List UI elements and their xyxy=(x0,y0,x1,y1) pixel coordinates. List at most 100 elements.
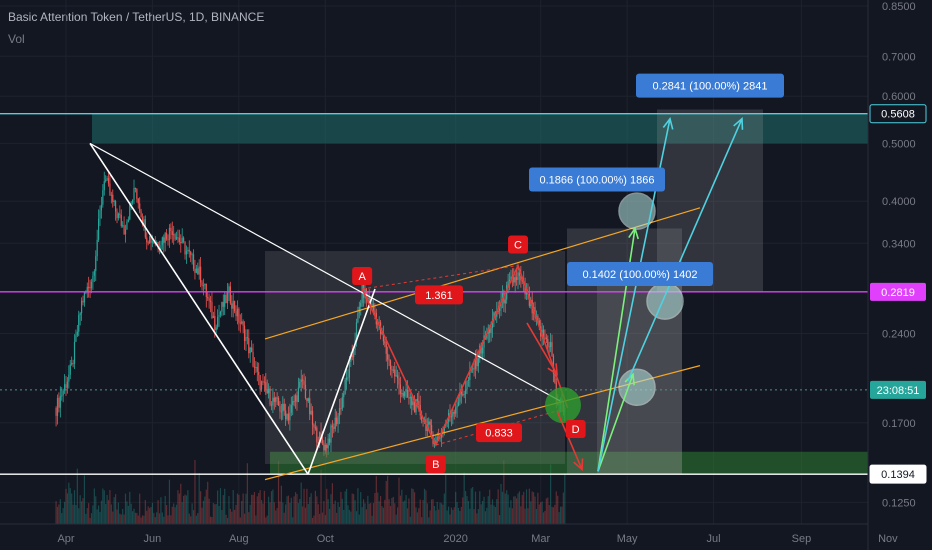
volume-bar xyxy=(381,506,383,524)
candle-body xyxy=(140,211,142,218)
candle-body xyxy=(466,380,468,390)
candle-body xyxy=(537,316,539,321)
volume-bar xyxy=(330,494,332,524)
volume-bar xyxy=(251,494,253,524)
volume-bar xyxy=(183,495,185,524)
volume-bar xyxy=(63,501,66,524)
time-tick-label: Aug xyxy=(229,533,249,545)
candle-body xyxy=(268,388,270,394)
candle-body xyxy=(215,327,217,331)
candle-body xyxy=(406,390,409,398)
candle-body xyxy=(243,325,246,342)
candle-body xyxy=(89,287,91,289)
candle-body xyxy=(372,303,375,311)
volume-bar xyxy=(447,506,450,524)
volume-bar xyxy=(464,491,467,524)
candle-body xyxy=(544,337,546,339)
volume-bar xyxy=(119,513,121,524)
volume-bar xyxy=(272,489,274,524)
candle-body xyxy=(550,342,552,348)
candle-body xyxy=(238,308,240,323)
ratio-label xyxy=(476,423,522,443)
volume-bar xyxy=(96,509,98,524)
resistance-zone xyxy=(92,113,868,144)
volume-bar xyxy=(344,491,346,524)
candle-body xyxy=(63,384,66,391)
volume-bar xyxy=(153,512,155,524)
volume-bar xyxy=(171,506,173,524)
candle-body xyxy=(314,427,316,429)
volume-bar xyxy=(452,509,454,524)
candle-body xyxy=(327,438,329,449)
candle-body xyxy=(331,425,333,428)
candle-body xyxy=(188,249,190,252)
volume-bar xyxy=(126,501,128,524)
candle-body xyxy=(200,266,202,283)
volume-bar xyxy=(275,510,277,524)
candle-body xyxy=(491,318,494,328)
candle-body xyxy=(452,412,454,417)
volume-bar xyxy=(86,508,88,524)
candle-body xyxy=(350,354,352,362)
candle-body xyxy=(225,294,227,304)
volume-bar xyxy=(144,500,146,524)
arrow-head xyxy=(628,226,640,240)
time-tick-label: Jul xyxy=(707,533,721,545)
candle-body xyxy=(309,398,311,415)
volume-bar xyxy=(391,497,393,524)
candle-body xyxy=(353,350,355,358)
candle-body xyxy=(192,254,195,269)
volume-bar xyxy=(430,499,433,524)
volume-bar xyxy=(181,502,183,524)
volume-bar xyxy=(316,496,318,524)
target-label-text: 0.1866 (100.00%) 1866 xyxy=(540,174,655,186)
candle-body xyxy=(283,403,285,411)
candle-body xyxy=(508,279,511,282)
candle-body xyxy=(139,203,141,212)
volume-bar xyxy=(259,490,261,524)
price-axis: 0.8500 0.7000 0.6000 0.5000 0.4000 0.3400 0.24… xyxy=(867,0,932,550)
volume-bar xyxy=(415,507,417,524)
volume-bar xyxy=(100,500,103,524)
candle-body xyxy=(459,391,461,403)
volume-bar xyxy=(73,490,76,524)
candle-body xyxy=(472,368,474,370)
time-tick-label: Mar xyxy=(531,533,550,545)
candle-body xyxy=(317,442,319,444)
candle-body xyxy=(323,443,325,451)
point-label-a-text: A xyxy=(358,271,366,283)
volume-bar xyxy=(241,500,243,524)
candle-body xyxy=(396,375,399,379)
price-tick-label: 0.1700 xyxy=(882,418,916,430)
candle-body xyxy=(258,371,260,376)
volume-bar xyxy=(544,510,546,524)
candle-body xyxy=(133,187,135,201)
volume-bar xyxy=(61,513,63,524)
price-marker xyxy=(869,464,927,484)
target-arrow xyxy=(597,374,634,472)
time-tick-label: 2020 xyxy=(443,533,467,545)
volume-bar xyxy=(542,512,545,524)
candle-body xyxy=(514,277,516,283)
channel-upper xyxy=(264,207,701,340)
candle-body xyxy=(161,237,163,246)
candle-body xyxy=(127,219,129,222)
candle-body xyxy=(180,241,182,243)
volume-bar xyxy=(422,499,424,524)
candle-body xyxy=(378,322,380,324)
volume-bar xyxy=(443,493,445,524)
volume-bar xyxy=(517,493,519,524)
volume-bar xyxy=(501,491,504,524)
candle-body xyxy=(76,331,78,336)
candle-body xyxy=(345,377,348,380)
candle-body xyxy=(175,237,178,240)
candle-body xyxy=(129,203,131,220)
candle-body xyxy=(228,286,230,293)
volume-bar xyxy=(239,517,241,524)
volume-bar xyxy=(249,504,251,524)
volume-bar xyxy=(234,509,236,524)
volume-bar xyxy=(276,508,278,524)
candle-body xyxy=(371,303,373,309)
volume-bar xyxy=(545,498,547,524)
